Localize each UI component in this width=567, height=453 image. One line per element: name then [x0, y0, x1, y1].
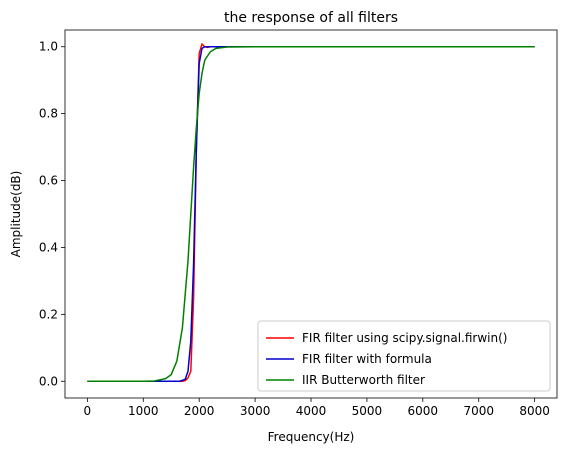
legend-box — [257, 320, 551, 392]
x-tick-label: 0 — [84, 404, 92, 418]
y-tick-label: 1.0 — [39, 40, 58, 54]
legend-label-3: IIR Butterworth filter — [302, 373, 425, 387]
legend-label-1: FIR filter using scipy.signal.firwin() — [302, 331, 507, 345]
y-tick-label: 0.6 — [39, 174, 58, 188]
series-line-2 — [87, 45, 535, 383]
chart-title: the response of all filters — [224, 10, 398, 26]
legend-label-2: FIR filter with formula — [302, 352, 432, 366]
x-tick-label: 4000 — [296, 404, 327, 418]
x-tick-label: 2000 — [184, 404, 215, 418]
plot-area — [87, 43, 535, 383]
y-axis-label: Amplitude(dB) — [9, 171, 23, 258]
x-axis-label: Frequency(Hz) — [268, 430, 355, 444]
legend: FIR filter using scipy.signal.firwin() FI… — [257, 320, 551, 392]
x-tick-label: 5000 — [352, 404, 383, 418]
y-tick-label: 0.0 — [39, 374, 58, 388]
y-tick-label: 0.8 — [39, 107, 58, 121]
x-tick-label: 3000 — [240, 404, 271, 418]
x-tick-label: 6000 — [408, 404, 439, 418]
y-tick-label: 0.4 — [39, 240, 58, 254]
series-line-3 — [87, 45, 535, 383]
y-tick-label: 0.2 — [39, 307, 58, 321]
x-tick-label: 8000 — [519, 404, 550, 418]
x-tick-label: 7000 — [463, 404, 494, 418]
axes: 0 1000 2000 3000 4000 5000 6000 7000 8000 0.0 0.2 0… — [39, 29, 558, 418]
x-tick-label: 1000 — [128, 404, 159, 418]
